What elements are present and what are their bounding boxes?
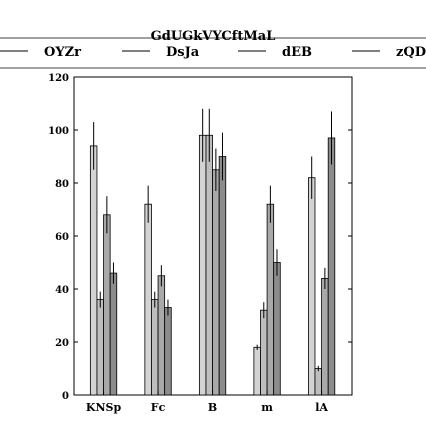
x-tick-label: lA (315, 401, 328, 414)
y-tick-label: 20 (55, 338, 69, 349)
x-tick-label: m (261, 401, 273, 414)
bar-1-3 (260, 309, 268, 396)
bar-3-2 (218, 156, 227, 396)
x-tick-label: Fc (151, 401, 166, 414)
legend: OYZr DsJa dEB zQDI (0, 45, 426, 60)
x-tick-label: B (208, 401, 217, 414)
bar-1-4 (314, 368, 322, 396)
x-tick-label: KNSp (86, 401, 122, 414)
bar-0-1 (144, 203, 152, 396)
bar-2-0 (103, 214, 111, 396)
legend-label-0: OYZr (44, 45, 81, 60)
y-tick-label: 0 (62, 391, 69, 402)
bar-0-3 (253, 346, 261, 396)
bar-2-4 (321, 277, 329, 396)
y-tick-label: 60 (55, 232, 69, 243)
chart-title: GdUGkVYCftMaL (151, 29, 276, 44)
legend-label-1: DsJa (166, 45, 200, 60)
bar-0-0 (89, 145, 98, 396)
bar-3-0 (109, 272, 118, 396)
legend-label-3: zQDI (396, 45, 426, 60)
bar-0-2 (198, 134, 207, 396)
bar-2-3 (266, 203, 275, 396)
y-tick-label: 40 (55, 285, 69, 296)
bar-3-3 (273, 262, 281, 396)
bar-2-2 (212, 169, 220, 396)
bar-3-1 (164, 307, 172, 396)
bar-1-1 (151, 299, 159, 396)
bar-1-2 (205, 134, 213, 396)
bar-2-1 (157, 275, 166, 396)
bar-1-0 (96, 299, 104, 396)
bar-0-4 (307, 177, 316, 396)
bar-3-4 (327, 137, 336, 396)
y-tick-label: 80 (55, 179, 69, 190)
y-tick-label: 100 (48, 126, 69, 137)
y-tick-label: 120 (48, 73, 69, 84)
legend-label-2: dEB (282, 45, 312, 60)
